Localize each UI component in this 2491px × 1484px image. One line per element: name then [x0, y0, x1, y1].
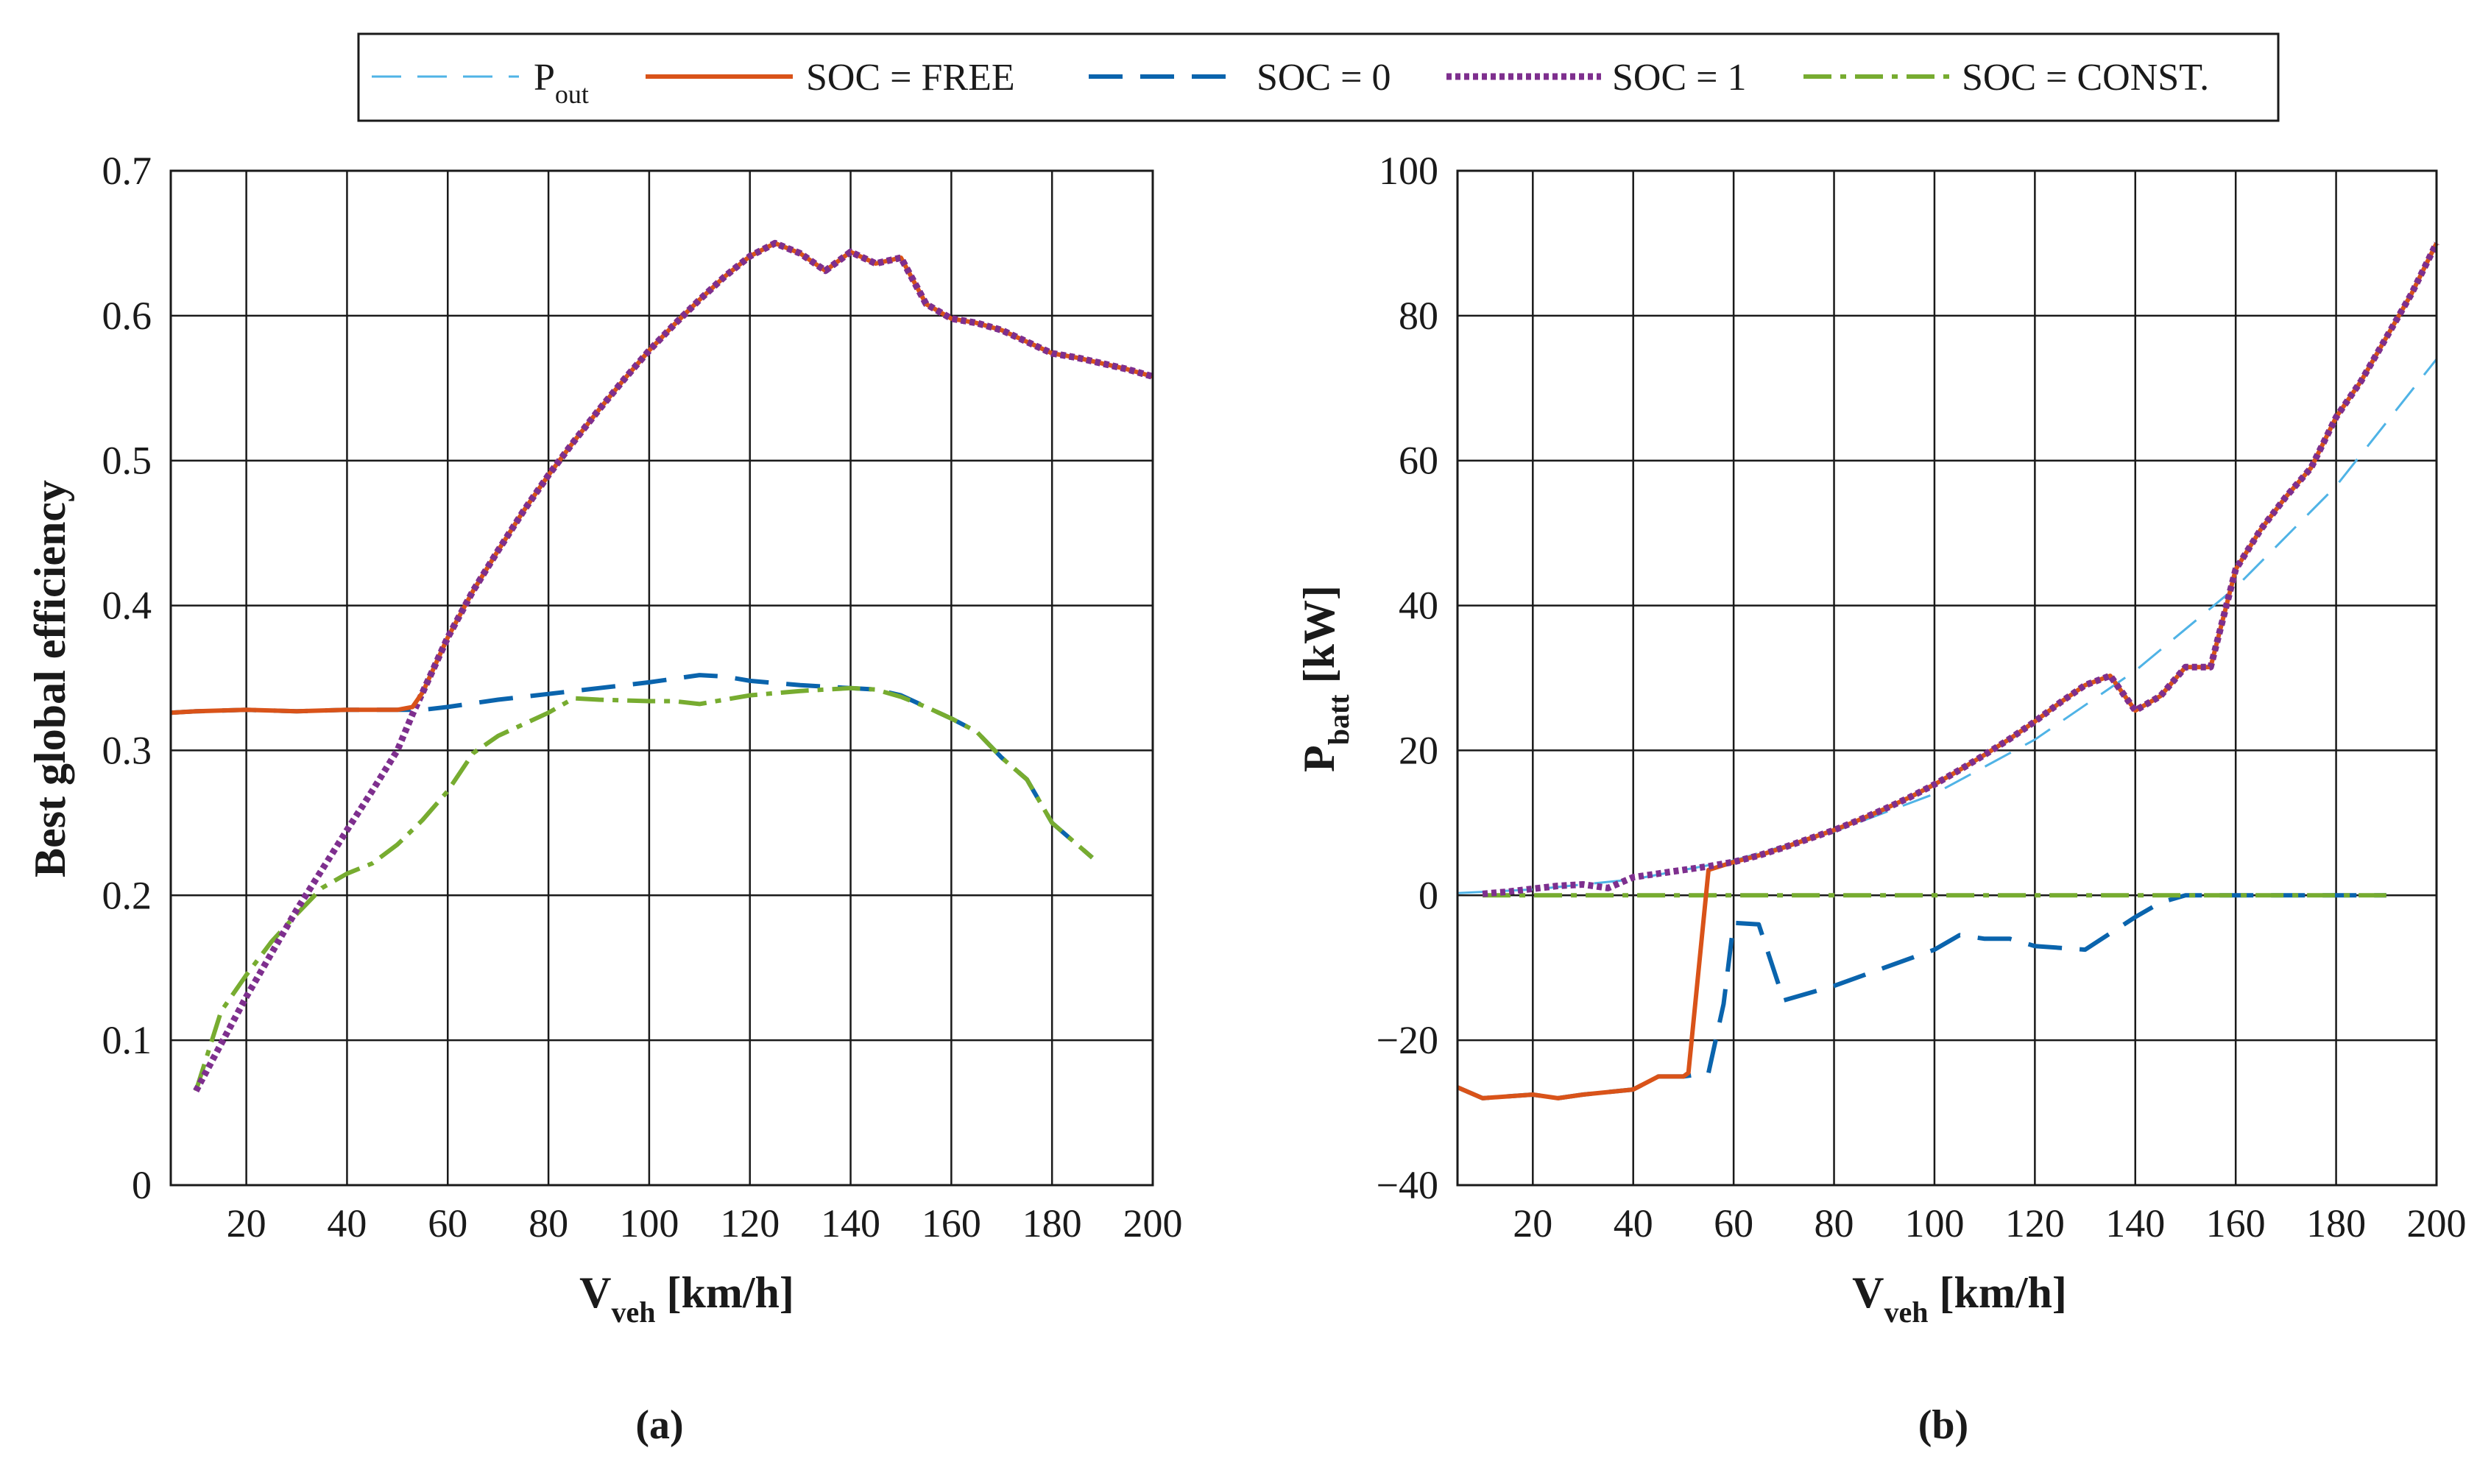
chart-b-ytick-4: 40 [1399, 584, 1438, 628]
legend-label-free: SOC = FREE [806, 57, 1015, 99]
chart-b-xtick-60: 60 [1714, 1201, 1753, 1246]
chart-a-xlabel: Vveh [km/h] [579, 1268, 794, 1329]
chart-a-series-const-1 [194, 685, 1094, 1092]
legend-label-const: SOC = CONST. [1962, 57, 2209, 99]
chart-a-ytick-7: 0.7 [102, 149, 152, 193]
chart-b-xtick-160: 160 [2206, 1201, 2266, 1246]
chart-a-series-free-3 [170, 241, 1153, 716]
chart-b-xtick-40: 40 [1614, 1201, 1653, 1246]
chart-a-xtick-200: 200 [1123, 1201, 1183, 1246]
chart-panel-b: 20 40 60 80 100 120 140 160 180 200 −40 −20 0 20 40 60 8… [1295, 149, 2467, 1448]
chart-b-series-pout-0 [1457, 358, 2438, 894]
chart-b-ytick-1: −20 [1377, 1018, 1438, 1062]
chart-a-ytick-0: 0 [132, 1163, 152, 1207]
chart-b-series-soc1-4 [1482, 241, 2440, 897]
chart-a-xtick-120: 120 [720, 1201, 780, 1246]
chart-a-ylabel: Best global efficiency [26, 480, 74, 877]
legend-item-soc0: SOC = 0 [1089, 57, 1391, 99]
chart-b-ticks: 20 40 60 80 100 120 140 160 180 200 −40 −20 0 20 40 60 8… [1377, 149, 2467, 1246]
legend-label-pout: Pout [534, 57, 589, 109]
chart-b-ytick-2: 0 [1418, 873, 1438, 917]
chart-b-ytick-0: −40 [1377, 1163, 1438, 1207]
chart-panel-a: 20 40 60 80 100 120 140 160 180 200 0 0.1 0.2 0.3 0.4 0… [26, 149, 1183, 1448]
chart-a-series-soc1-4 [420, 239, 1154, 694]
chart-b-xlabel: Vveh [km/h] [1852, 1268, 2067, 1329]
chart-a-ytick-4: 0.4 [102, 584, 152, 628]
chart-a-ytick-2: 0.2 [102, 873, 152, 917]
chart-a-frame [169, 169, 1154, 1187]
chart-b-panel-label: (b) [1918, 1402, 1968, 1448]
chart-b-xtick-80: 80 [1815, 1201, 1854, 1246]
chart-a-series-soc1-2 [193, 239, 1154, 1093]
chart-a-grid [171, 169, 1154, 1187]
chart-b-series [1456, 241, 2440, 1100]
legend-label-pout-sub: out [555, 80, 589, 109]
legend-item-const: SOC = CONST. [1803, 57, 2209, 99]
chart-b-frame [1456, 169, 2438, 1187]
chart-a-ytick-3: 0.3 [102, 728, 152, 772]
chart-a-xtick-80: 80 [529, 1201, 568, 1246]
chart-a-panel-label: (a) [635, 1402, 683, 1448]
legend-item-free: SOC = FREE [646, 57, 1015, 99]
chart-b-xtick-200: 200 [2407, 1201, 2467, 1246]
legend: Pout SOC = FREE SOC = 0 SOC = 1 SOC = CO… [357, 32, 2280, 122]
chart-a-ytick-5: 0.5 [102, 439, 152, 483]
chart-b-ytick-3: 20 [1399, 728, 1438, 772]
chart-a-xtick-140: 140 [821, 1201, 880, 1246]
chart-b-grid [1458, 169, 2438, 1187]
chart-b-xtick-100: 100 [1904, 1201, 1964, 1246]
chart-a-xtick-60: 60 [428, 1201, 467, 1246]
chart-a-xtick-40: 40 [327, 1201, 367, 1246]
chart-b-xtick-20: 20 [1513, 1201, 1552, 1246]
chart-b-ytick-6: 80 [1399, 294, 1438, 338]
chart-b-xtick-180: 180 [2306, 1201, 2366, 1246]
chart-a-xtick-180: 180 [1022, 1201, 1082, 1246]
chart-b-xtick-120: 120 [2005, 1201, 2065, 1246]
chart-a-series [170, 239, 1154, 1093]
legend-item-pout: Pout [372, 57, 589, 109]
chart-b-ytick-5: 60 [1399, 439, 1438, 483]
chart-a-xtick-160: 160 [922, 1201, 981, 1246]
chart-a-xtick-100: 100 [619, 1201, 679, 1246]
legend-item-soc1: SOC = 1 [1446, 57, 1746, 99]
legend-label-soc0: SOC = 0 [1257, 57, 1391, 99]
chart-b-xtick-140: 140 [2105, 1201, 2165, 1246]
chart-b-ylabel: Pbatt [kW] [1295, 585, 1355, 772]
chart-a-ytick-1: 0.1 [102, 1018, 152, 1062]
chart-b-series-soc0-1 [1456, 893, 2386, 1100]
chart-a-xtick-20: 20 [227, 1201, 266, 1246]
chart-a-ytick-6: 0.6 [102, 294, 152, 338]
legend-label-soc1: SOC = 1 [1612, 57, 1746, 99]
chart-a-ticks: 20 40 60 80 100 120 140 160 180 200 0 0.1 0.2 0.3 0.4 0… [102, 149, 1183, 1246]
chart-b-series-free-3 [1456, 242, 2439, 1100]
chart-b-ytick-7: 100 [1379, 149, 1438, 193]
